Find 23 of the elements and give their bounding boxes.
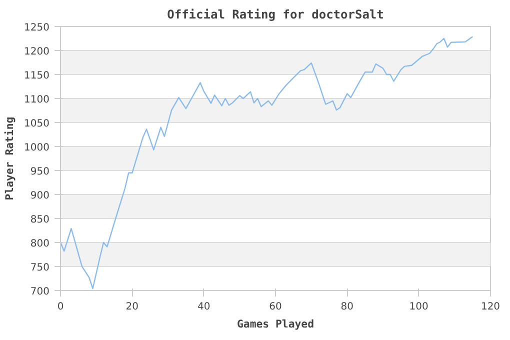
y-tick-label: 1000 [24,142,50,154]
x-tick-label: 80 [340,302,354,312]
y-tick-label: 1250 [24,22,50,34]
x-tick-label: 20 [126,302,139,312]
y-tick-label: 1050 [24,118,50,130]
x-tick-label: 60 [269,302,282,312]
x-tick-label: 40 [197,302,210,312]
y-axis-title: Player Rating [3,116,16,200]
y-tick-label: 900 [30,190,50,202]
x-tick-label: 120 [480,302,500,312]
y-tick-label: 800 [30,238,50,250]
line-series [60,36,474,290]
x-tick-label: 0 [57,302,64,312]
y-tick-label: 700 [30,286,50,298]
y-tick-label: 750 [30,262,50,274]
y-tick-label: 1200 [24,46,50,58]
y-tick-label: 1100 [24,94,50,106]
x-tick-label: 100 [409,302,428,312]
y-tick-label: 950 [30,166,50,178]
chart-title: Official Rating for doctorSalt [167,8,384,22]
x-axis-title: Games Played [237,318,314,330]
y-tick-label: 1150 [24,70,50,82]
y-tick-label: 850 [30,214,50,226]
